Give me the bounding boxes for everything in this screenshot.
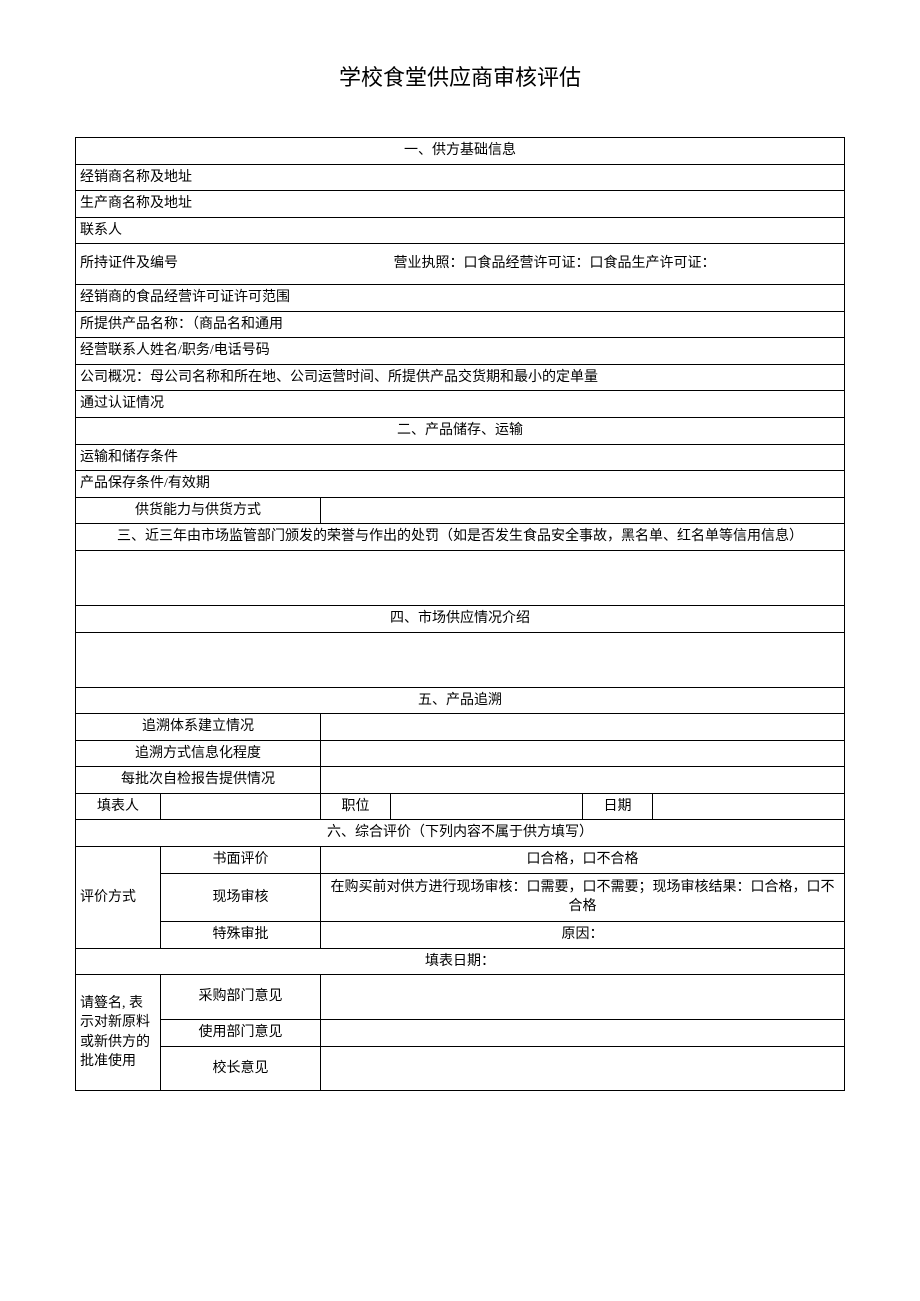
position-value[interactable] (391, 793, 583, 820)
producer-name-address: 生产商名称及地址 (76, 191, 845, 218)
traceability-system-label: 追溯体系建立情况 (76, 714, 321, 741)
preservation-validity: 产品保存条件/有效期 (76, 471, 845, 498)
section2-header: 二、产品储存、运输 (76, 417, 845, 444)
product-names: 所提供产品名称：（商品名和通用 (76, 311, 845, 338)
eval-method-label: 评价方式 (76, 847, 161, 949)
filler-label: 填表人 (76, 793, 161, 820)
transport-storage: 运输和储存条件 (76, 444, 845, 471)
principal-opinion-label: 校长意见 (161, 1046, 321, 1091)
certificates-label: 所持证件及编号 (80, 254, 390, 274)
special-approval-reason: 原因： (321, 922, 845, 949)
page-title: 学校食堂供应商审核评估 (75, 60, 845, 92)
certification-status: 通过认证情况 (76, 391, 845, 418)
date-value[interactable] (653, 793, 845, 820)
license-scope: 经销商的食品经营许可证许可范围 (76, 284, 845, 311)
written-eval-label: 书面评价 (161, 847, 321, 874)
signature-label: 请簦名, 表示对新原料或新供方的批准使用 (76, 975, 161, 1091)
dealer-name-address: 经销商名称及地址 (76, 164, 845, 191)
traceability-info-value[interactable] (321, 740, 845, 767)
section5-header: 五、产品追溯 (76, 687, 845, 714)
self-inspection-value[interactable] (321, 767, 845, 794)
contact-person: 联系人 (76, 217, 845, 244)
traceability-info-label: 追溯方式信息化程度 (76, 740, 321, 767)
written-eval-result: 口合格，口不合格 (321, 847, 845, 874)
special-approval-label: 特殊审批 (161, 922, 321, 949)
supply-capability-label: 供货能力与供货方式 (76, 497, 321, 524)
filler-value[interactable] (161, 793, 321, 820)
use-opinion-value[interactable] (321, 1020, 845, 1047)
position-label: 职位 (321, 793, 391, 820)
date-label: 日期 (583, 793, 653, 820)
section3-header: 三、近三年由市场监管部门颁发的荣誉与作出的处罚（如是否发生食品安全事故，黑名单、… (76, 524, 845, 551)
section4-content[interactable] (76, 632, 845, 687)
traceability-system-value[interactable] (321, 714, 845, 741)
section6-header: 六、综合评价（下列内容不属于供方填写） (76, 820, 845, 847)
certificates-row: 所持证件及编号 营业执照：口食品经营许可证：口食品生产许可证： (76, 244, 845, 285)
onsite-audit-text: 在购买前对供方进行现场审核：口需要，口不需要；现场审核结果：口合格，口不合格 (321, 873, 845, 922)
purchase-opinion-label: 采购部门意见 (161, 975, 321, 1020)
onsite-audit-label: 现场审核 (161, 873, 321, 922)
supply-capability-value[interactable] (321, 497, 845, 524)
self-inspection-label: 每批次自检报告提供情况 (76, 767, 321, 794)
business-contact: 经营联系人姓名/职务/电话号码 (76, 338, 845, 365)
certificates-value: 营业执照：口食品经营许可证：口食品生产许可证： (394, 256, 716, 271)
form-table: 一、供方基础信息 经销商名称及地址 生产商名称及地址 联系人 所持证件及编号 营… (75, 137, 845, 1091)
fill-date-row: 填表日期： (76, 948, 845, 975)
principal-opinion-value[interactable] (321, 1046, 845, 1091)
company-overview: 公司概况：母公司名称和所在地、公司运营时间、所提供产品交货期和最小的定单量 (76, 364, 845, 391)
section4-header: 四、市场供应情况介绍 (76, 605, 845, 632)
use-opinion-label: 使用部门意见 (161, 1020, 321, 1047)
section3-content[interactable] (76, 550, 845, 605)
section1-header: 一、供方基础信息 (76, 138, 845, 165)
purchase-opinion-value[interactable] (321, 975, 845, 1020)
